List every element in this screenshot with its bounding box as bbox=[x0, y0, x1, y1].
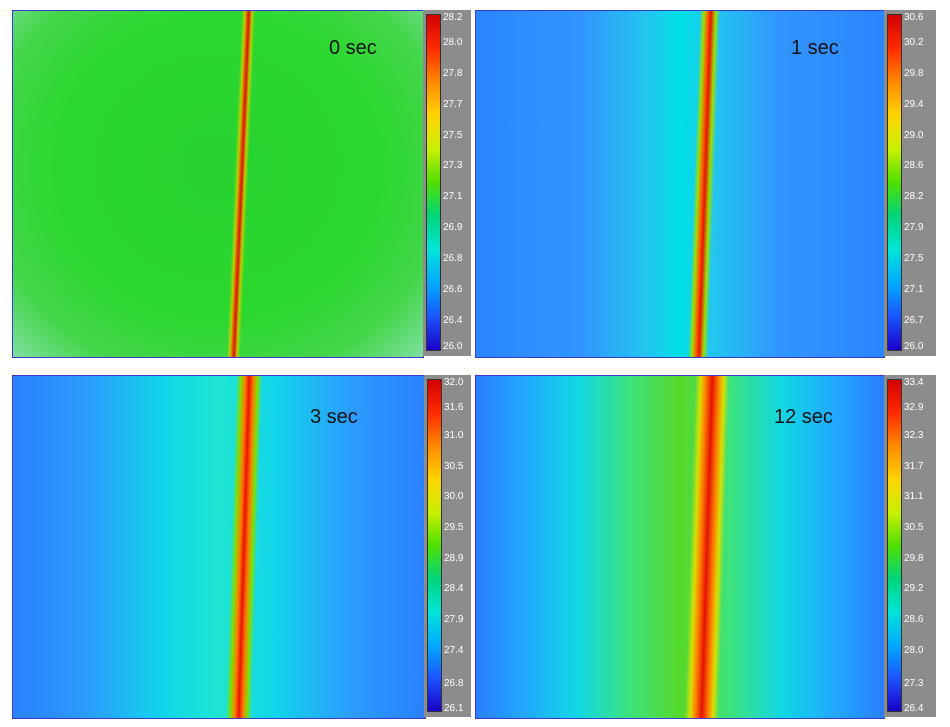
time-label: 3 sec bbox=[310, 406, 358, 428]
scale-tick: 27.4 bbox=[444, 645, 464, 656]
scale-tick: 30.5 bbox=[904, 522, 924, 533]
scale-tick: 28.2 bbox=[904, 191, 924, 202]
thermal-image-12sec: 12 sec bbox=[475, 375, 885, 719]
scale-tick: 28.6 bbox=[904, 614, 924, 625]
temperature-scale: 32.0 31.6 31.0 30.5 30.0 29.5 28.9 28.4 … bbox=[424, 375, 471, 717]
scale-tick: 32.3 bbox=[904, 430, 924, 441]
scale-tick: 32.9 bbox=[904, 402, 924, 413]
scale-tick: 28.0 bbox=[904, 645, 924, 656]
scale-tick: 26.4 bbox=[904, 703, 924, 714]
scale-tick: 31.7 bbox=[904, 461, 924, 472]
scale-tick: 28.9 bbox=[444, 553, 464, 564]
time-label: 12 sec bbox=[774, 406, 833, 428]
scale-tick: 26.7 bbox=[904, 315, 924, 326]
time-label: 0 sec bbox=[329, 37, 377, 59]
scale-tick: 29.8 bbox=[904, 68, 924, 79]
scale-tick: 27.9 bbox=[904, 222, 924, 233]
temperature-scale: 30.6 30.2 29.8 29.4 29.0 28.6 28.2 27.9 … bbox=[884, 10, 936, 356]
scale-tick: 27.5 bbox=[443, 130, 463, 141]
scale-tick: 26.1 bbox=[444, 703, 464, 714]
color-bar bbox=[426, 14, 441, 351]
scale-tick: 26.6 bbox=[443, 284, 463, 295]
color-bar bbox=[427, 379, 442, 712]
scale-tick: 27.1 bbox=[904, 284, 924, 295]
color-bar bbox=[887, 379, 902, 712]
scale-tick: 30.6 bbox=[904, 12, 924, 23]
scale-tick: 30.0 bbox=[444, 491, 464, 502]
heat-stripe bbox=[226, 11, 256, 357]
scale-tick: 31.0 bbox=[444, 430, 464, 441]
scale-tick: 29.4 bbox=[904, 99, 924, 110]
scale-tick: 27.3 bbox=[904, 678, 924, 689]
scale-tick: 26.9 bbox=[443, 222, 463, 233]
scale-tick: 27.5 bbox=[904, 253, 924, 264]
scale-tick: 31.1 bbox=[904, 491, 924, 502]
scale-tick: 30.2 bbox=[904, 37, 924, 48]
scale-tick: 26.4 bbox=[443, 315, 463, 326]
temperature-scale: 33.4 32.9 32.3 31.7 31.1 30.5 29.8 29.2 … bbox=[884, 375, 936, 717]
time-label: 1 sec bbox=[791, 37, 839, 59]
temperature-scale: 28.2 28.0 27.8 27.7 27.5 27.3 27.1 26.9 … bbox=[423, 10, 471, 356]
scale-tick: 31.6 bbox=[444, 402, 464, 413]
scale-tick: 27.3 bbox=[443, 160, 463, 171]
scale-tick: 26.0 bbox=[904, 341, 924, 352]
scale-tick: 33.4 bbox=[904, 377, 924, 388]
scale-tick: 29.5 bbox=[444, 522, 464, 533]
scale-tick: 29.8 bbox=[904, 553, 924, 564]
scale-tick: 28.0 bbox=[443, 37, 463, 48]
scale-tick: 26.8 bbox=[444, 678, 464, 689]
heat-stripe bbox=[684, 376, 730, 718]
scale-tick: 26.8 bbox=[443, 253, 463, 264]
scale-tick: 28.4 bbox=[444, 583, 464, 594]
scale-tick: 27.7 bbox=[443, 99, 463, 110]
scale-tick: 27.1 bbox=[443, 191, 463, 202]
scale-tick: 29.0 bbox=[904, 130, 924, 141]
scale-tick: 29.2 bbox=[904, 583, 924, 594]
scale-tick: 26.0 bbox=[443, 341, 463, 352]
scale-tick: 27.9 bbox=[444, 614, 464, 625]
scale-tick: 27.8 bbox=[443, 68, 463, 79]
heat-stripe bbox=[225, 376, 263, 718]
thermal-image-1sec: 1 sec bbox=[475, 10, 885, 358]
color-bar bbox=[887, 14, 902, 351]
thermal-image-3sec: 3 sec bbox=[12, 375, 426, 719]
thermal-image-0sec: 0 sec bbox=[12, 10, 424, 358]
scale-tick: 30.5 bbox=[444, 461, 464, 472]
scale-tick: 28.2 bbox=[443, 12, 463, 23]
scale-tick: 28.6 bbox=[904, 160, 924, 171]
heat-stripe bbox=[687, 11, 721, 357]
scale-tick: 32.0 bbox=[444, 377, 464, 388]
